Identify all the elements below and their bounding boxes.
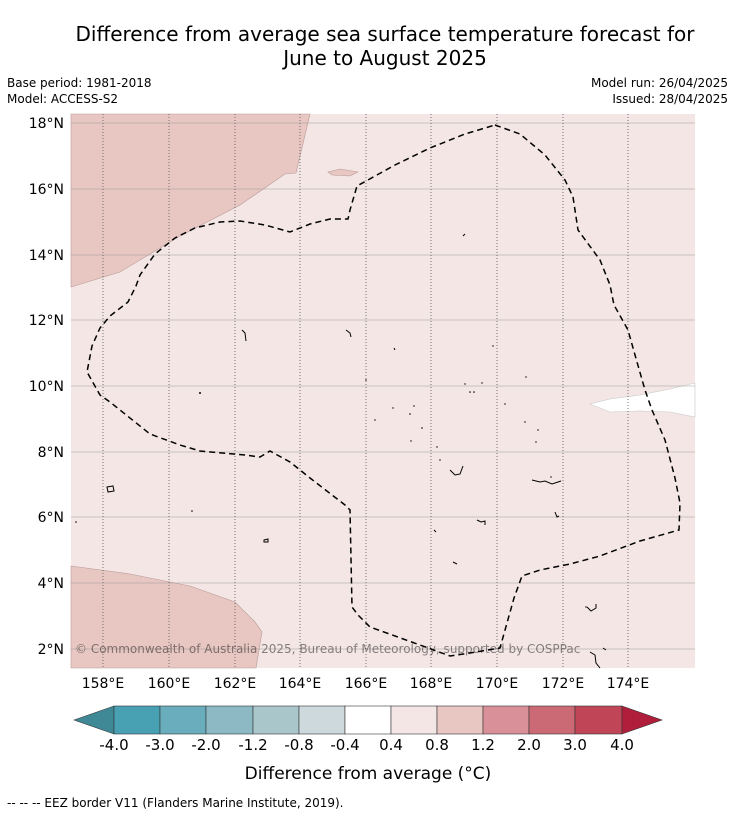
colorbar-tick-label: 0.4 <box>379 736 403 754</box>
anomaly-area-top-left <box>70 113 311 288</box>
copyright-text: © Commonwealth of Australia 2025, Bureau… <box>75 642 580 656</box>
colorbar-segment <box>159 705 207 735</box>
colorbar-tick-label: 2.0 <box>517 736 541 754</box>
colorbar-extend-low <box>73 705 115 735</box>
issued-text: Issued: 28/04/2025 <box>612 92 728 106</box>
colorbar-tick-label: 1.2 <box>471 736 495 754</box>
colorbar-tick-label: 3.0 <box>563 736 587 754</box>
title-line-1: Difference from average sea surface temp… <box>75 22 695 46</box>
colorbar <box>73 705 663 735</box>
lat-label: 14°N <box>29 248 64 264</box>
anomaly-area-neutral <box>589 382 696 418</box>
anomaly-area-bottom-left <box>70 565 263 669</box>
colorbar-segment <box>528 705 576 735</box>
colorbar-tick-label: -4.0 <box>99 736 129 754</box>
lat-label: 6°N <box>38 510 64 526</box>
colorbar-title: Difference from average (°C) <box>244 764 492 784</box>
base-period-text: Base period: 1981-2018 <box>7 76 152 90</box>
colorbar-tick-label: 4.0 <box>610 736 634 754</box>
atoll-dots <box>75 345 587 608</box>
title-line-2: June to August 2025 <box>283 46 487 70</box>
colorbar-segment <box>574 705 623 735</box>
lat-label: 4°N <box>38 576 64 592</box>
longitude-gridlines <box>102 114 629 668</box>
model-text: Model: ACCESS-S2 <box>7 92 119 106</box>
lon-label: 170°E <box>476 676 519 692</box>
lat-label: 8°N <box>38 445 64 461</box>
model-run-text: Model run: 26/04/2025 <box>590 76 728 90</box>
lon-label: 166°E <box>345 676 388 692</box>
island-outlines <box>106 233 607 669</box>
colorbar-segment <box>113 705 161 735</box>
colorbar-tick-label: -2.0 <box>191 736 221 754</box>
lon-label: 164°E <box>279 676 322 692</box>
lon-label: 160°E <box>148 676 191 692</box>
colorbar-segment <box>344 705 392 735</box>
lat-label: 16°N <box>29 182 64 198</box>
colorbar-tick-label: -1.2 <box>238 736 268 754</box>
colorbar-segment <box>390 705 438 735</box>
meta-left: Base period: 1981-2018 Model: ACCESS-S2 <box>7 75 152 107</box>
page-title: Difference from average sea surface temp… <box>40 22 730 70</box>
meta-right: Model run: 26/04/2025 Issued: 28/04/2025 <box>591 75 728 107</box>
latitude-gridlines <box>71 122 695 650</box>
colorbar-extend-high <box>621 705 663 735</box>
lon-label: 172°E <box>542 676 585 692</box>
lat-label: 2°N <box>38 642 64 658</box>
footer-legend: -- -- -- EEZ border V11 (Flanders Marine… <box>7 796 344 810</box>
colorbar-tick-label: -0.4 <box>330 736 360 754</box>
colorbar-segment <box>205 705 254 735</box>
colorbar-segment <box>298 705 346 735</box>
colorbar-tick-label: -3.0 <box>145 736 175 754</box>
lon-label: 168°E <box>410 676 453 692</box>
anomaly-area-small-patch <box>327 168 359 177</box>
lat-label: 12°N <box>29 313 64 329</box>
longitude-labels: 158°E 160°E 162°E 164°E 166°E 168°E 170°… <box>82 676 650 692</box>
colorbar-segment <box>482 705 530 735</box>
eez-border <box>86 124 681 657</box>
lat-label: 18°N <box>29 116 64 132</box>
lon-label: 158°E <box>82 676 125 692</box>
colorbar-segment <box>252 705 300 735</box>
lon-label: 174°E <box>607 676 650 692</box>
lat-label: 10°N <box>29 379 64 395</box>
latitude-labels: 18°N 16°N 14°N 12°N 10°N 8°N 6°N 4°N 2°N <box>29 116 64 658</box>
colorbar-tick-label: 0.8 <box>425 736 449 754</box>
colorbar-segment <box>436 705 484 735</box>
colorbar-tick-label: -0.8 <box>284 736 314 754</box>
lon-label: 162°E <box>214 676 257 692</box>
